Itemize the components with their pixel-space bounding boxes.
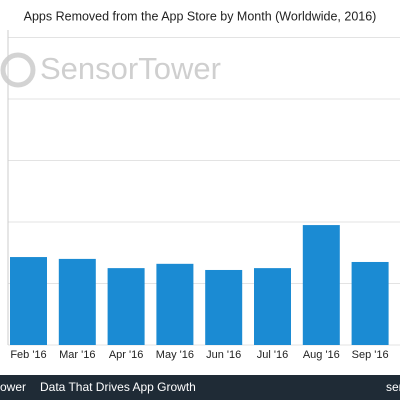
x-tick-label: Mar '16: [59, 349, 95, 361]
bar: [107, 268, 145, 345]
footer-bar: [0, 375, 400, 400]
bar: [351, 261, 389, 345]
x-tick-label: Jun '16: [206, 349, 241, 361]
bar: [156, 263, 194, 345]
x-tick-label: Jul '16: [257, 349, 288, 361]
x-tick-label: Sep '16: [352, 349, 389, 361]
bar: [302, 225, 340, 345]
x-tick-label: Feb '16: [10, 349, 46, 361]
footer-tagline: Data That Drives App Growth: [40, 380, 196, 394]
watermark-text: SensorTower: [40, 51, 221, 86]
bar: [205, 269, 243, 345]
watermark: SensorTower: [0, 51, 221, 88]
x-tick-label: Aug '16: [303, 349, 340, 361]
footer-site: sen: [386, 380, 400, 394]
footer-brand: ower: [0, 380, 26, 394]
watermark-logo: [0, 52, 36, 88]
x-tick-label: Apr '16: [109, 349, 144, 361]
bar: [254, 268, 291, 345]
x-tick-label: May '16: [156, 349, 194, 361]
chart-title: Apps Removed from the App Store by Month…: [24, 9, 377, 23]
bar: [10, 257, 47, 345]
bar: [58, 258, 96, 345]
